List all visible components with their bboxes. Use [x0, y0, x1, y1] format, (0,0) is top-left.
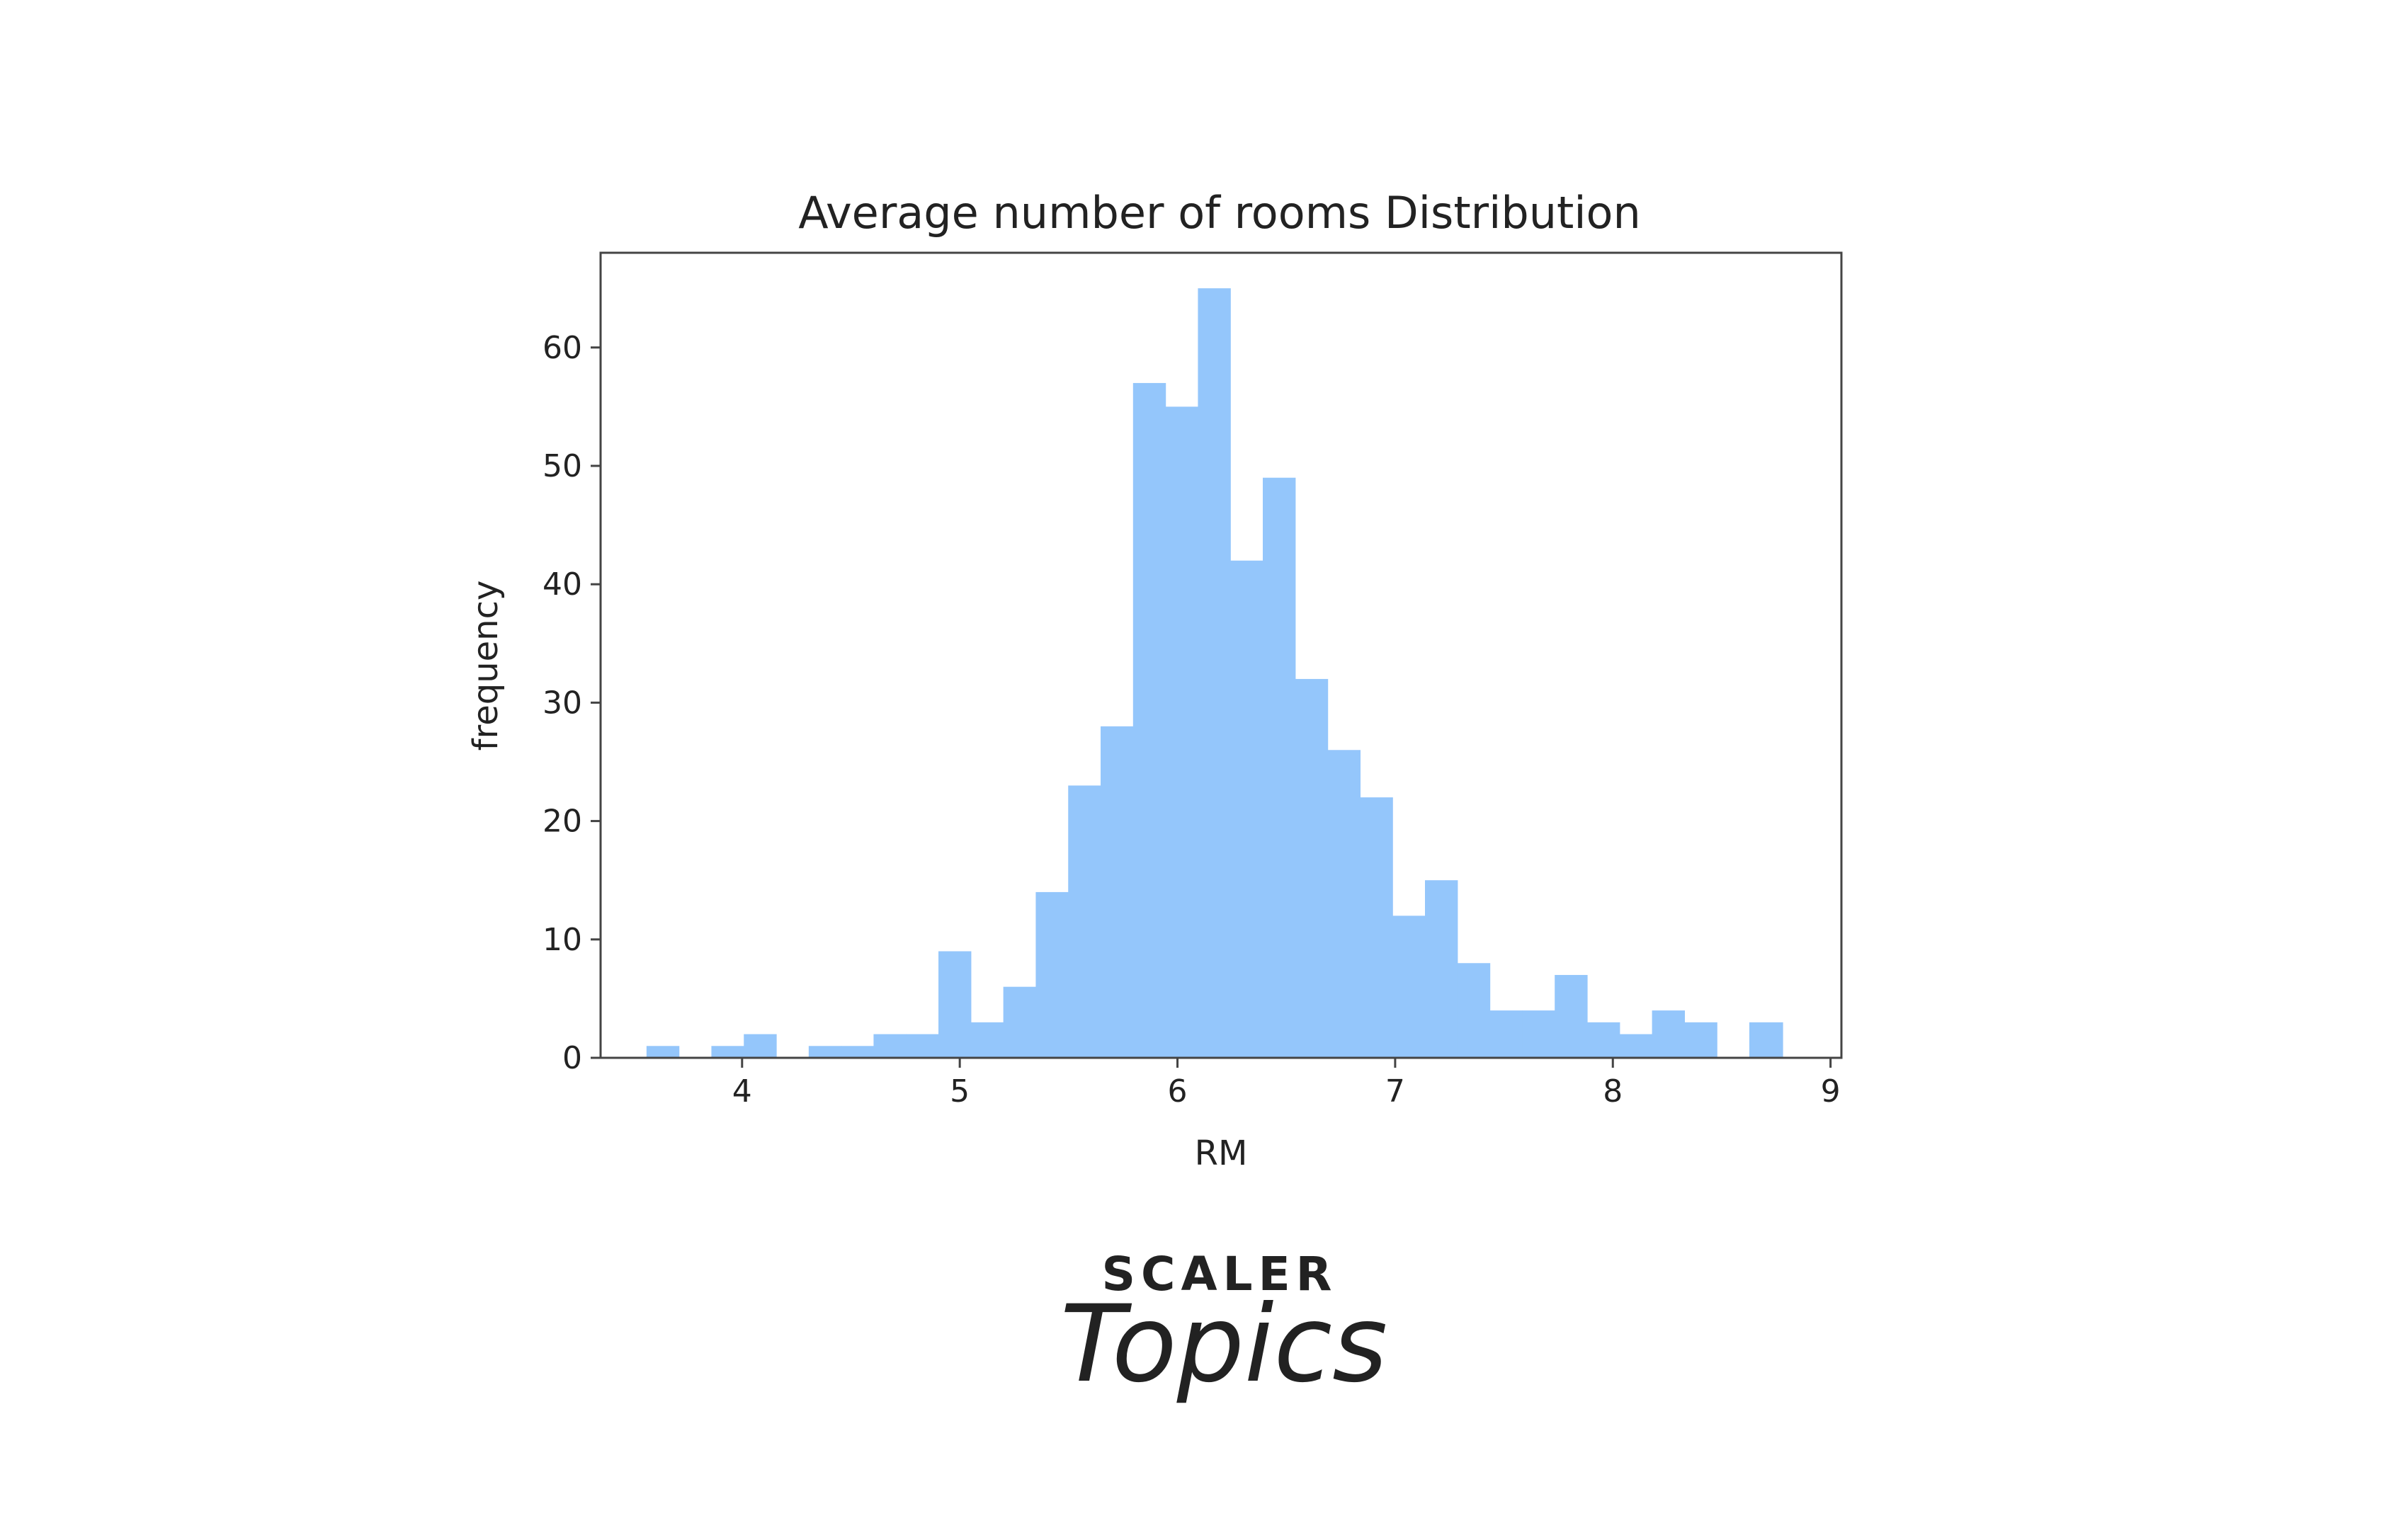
histogram-bar	[1684, 1022, 1717, 1058]
chart-title: Average number of rooms Distribution	[798, 187, 1641, 239]
y-tick-label: 60	[543, 330, 582, 366]
histogram-bar	[1068, 785, 1101, 1058]
histogram-bar	[1489, 1010, 1523, 1058]
histogram-bars	[646, 288, 1783, 1058]
histogram-bar	[1263, 477, 1296, 1058]
y-tick-label: 30	[543, 685, 582, 721]
histogram-bar	[1295, 678, 1329, 1058]
histogram-bar	[1198, 288, 1231, 1058]
histogram-bar	[646, 1046, 680, 1058]
histogram-bar	[906, 1034, 939, 1058]
x-tick-label: 7	[1385, 1073, 1405, 1110]
histogram-bar	[1035, 891, 1069, 1058]
histogram-bar	[711, 1046, 744, 1058]
y-axis-ticks: 0 10 20 30 40 50 60	[543, 330, 601, 1076]
histogram-bar	[1522, 1010, 1555, 1058]
histogram-bar	[1555, 974, 1588, 1058]
brand-script-wordmark: Topics	[1060, 1283, 1387, 1406]
histogram-bar	[1425, 880, 1458, 1058]
y-tick-label: 0	[562, 1040, 582, 1076]
histogram-bar	[938, 951, 972, 1058]
x-tick-label: 4	[732, 1073, 752, 1110]
histogram-bar	[1619, 1034, 1653, 1058]
histogram-bar	[1749, 1022, 1783, 1058]
histogram-bar	[1003, 986, 1037, 1058]
histogram-bar	[1101, 726, 1134, 1058]
histogram-bar	[1132, 382, 1166, 1058]
x-tick-label: 5	[950, 1073, 970, 1110]
x-axis-label: RM	[1195, 1134, 1248, 1173]
histogram-bar	[1165, 406, 1199, 1058]
histogram-bar	[1586, 1022, 1620, 1058]
y-tick-label: 40	[543, 566, 582, 603]
brand-wordmark: SCALER	[1101, 1247, 1337, 1301]
x-tick-label: 6	[1168, 1073, 1188, 1110]
histogram-bar	[1652, 1010, 1685, 1058]
histogram-bar	[873, 1034, 907, 1058]
x-axis-ticks: 4 5 6 7 8 9	[732, 1058, 1841, 1110]
histogram-bar	[1327, 750, 1361, 1058]
y-tick-label: 10	[543, 922, 582, 958]
y-tick-label: 20	[543, 804, 582, 840]
y-axis-label: frequency	[466, 581, 506, 751]
histogram-bar	[841, 1046, 875, 1058]
y-tick-label: 50	[543, 448, 582, 484]
histogram-bar	[744, 1034, 777, 1058]
histogram-bar	[1230, 560, 1263, 1058]
plot-frame	[599, 251, 1843, 1059]
x-tick-label: 9	[1821, 1073, 1841, 1110]
histogram-bar	[970, 1022, 1004, 1058]
histogram-bar	[808, 1046, 842, 1058]
x-tick-label: 8	[1603, 1073, 1623, 1110]
histogram-bar	[1457, 963, 1491, 1058]
scaler-topics-logo: SCALER Topics	[1060, 1247, 1387, 1406]
histogram-bar	[1360, 797, 1393, 1058]
histogram-bar	[1392, 916, 1426, 1058]
